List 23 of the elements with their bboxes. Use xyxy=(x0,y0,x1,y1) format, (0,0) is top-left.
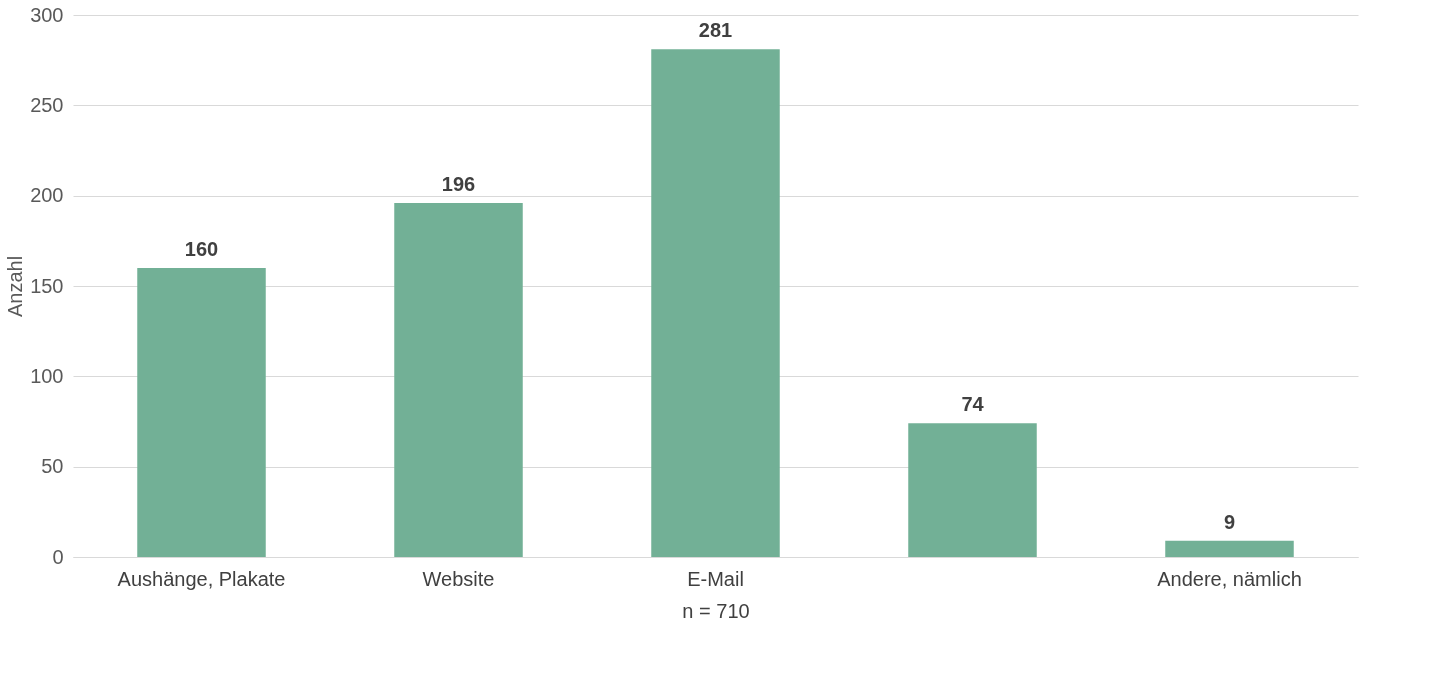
y-tick-label: 0 xyxy=(52,545,64,568)
y-tick-label: 300 xyxy=(30,3,64,26)
bar xyxy=(908,423,1037,557)
x-tick-label: Aushänge, Plakate xyxy=(117,567,286,590)
data-label: 281 xyxy=(698,19,733,42)
x-tick-label: E-Mail xyxy=(687,567,744,590)
bar xyxy=(1165,540,1294,557)
data-label: 196 xyxy=(441,172,476,195)
y-tick-label: 100 xyxy=(30,364,64,387)
x-axis-title: n = 710 xyxy=(682,599,750,622)
data-label: 9 xyxy=(1223,510,1236,533)
data-label: 160 xyxy=(184,237,219,260)
data-label: 74 xyxy=(961,393,985,416)
y-axis-title: Anzahl xyxy=(4,255,27,318)
y-tick-label: 50 xyxy=(41,455,64,478)
y-tick-label: 250 xyxy=(30,93,64,116)
bar xyxy=(137,267,266,557)
bar xyxy=(651,49,780,557)
y-tick-label: 200 xyxy=(30,184,64,207)
x-tick-label: Website xyxy=(422,567,495,590)
x-tick-label: Andere, nämlich xyxy=(1157,567,1302,590)
bar xyxy=(394,202,523,557)
y-tick-label: 150 xyxy=(30,274,64,297)
